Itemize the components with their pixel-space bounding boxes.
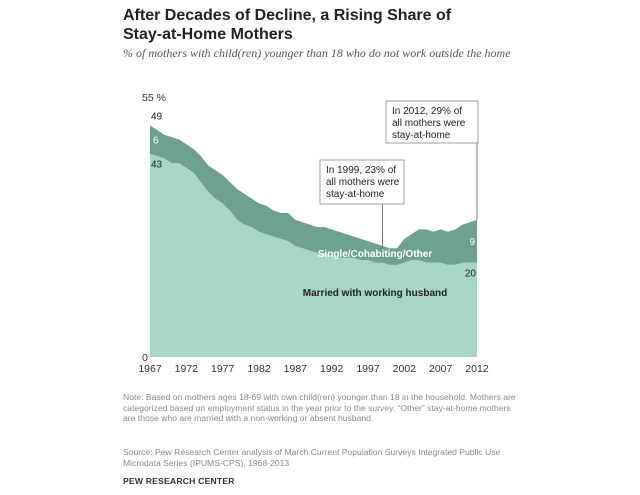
x-tick-label: 1972 <box>175 363 199 375</box>
chart-labels: 49 6 43 9 20 Single/Cohabiting/Other Married w… <box>151 111 476 299</box>
y-tick-label: 0 <box>142 352 148 364</box>
chart-source: Source: Pew Research Center analysis of … <box>123 447 501 468</box>
area-married-with-working-husband <box>150 153 477 357</box>
area-single-cohabiting-other <box>150 125 477 265</box>
annotation-text-line: all mothers were <box>326 177 400 188</box>
annotation-text-line: In 2012, 29% of <box>392 106 462 117</box>
annotation-box <box>385 100 479 144</box>
chart-title: After Decades of Decline, a Rising Share… <box>123 7 452 43</box>
chart-plot: 1967 1972 1977 1982 1987 1992 1997 2002 2007 2012… <box>138 92 489 375</box>
brand-footer: PEW RESEARCH CENTER <box>123 476 235 486</box>
chart-note: Note: Based on mothers ages 18-69 with o… <box>123 392 516 424</box>
annotation-text-line: all mothers were <box>392 118 466 129</box>
x-axis-ticks: 1967 1972 1977 1982 1987 1992 1997 2002 2007 2012 <box>138 363 489 375</box>
area-layers <box>150 125 477 357</box>
series-label: Single/Cohabiting/Other <box>318 249 433 260</box>
x-tick-label: 2007 <box>429 363 453 375</box>
annotation-text-line: In 1999, 23% of <box>326 165 396 176</box>
y-tick-label: 55 % <box>142 92 166 104</box>
x-tick-label: 1982 <box>247 363 271 375</box>
x-tick-label: 1992 <box>320 363 344 375</box>
value-label-married-2012: 20 <box>465 268 477 279</box>
value-label-total-1967: 49 <box>151 111 163 122</box>
x-tick-label: 2012 <box>465 363 489 375</box>
annotation-text-line: stay-at-home <box>326 189 385 200</box>
annotation-box <box>319 159 405 205</box>
value-label-married-1967: 43 <box>151 160 163 171</box>
value-label-other-1967: 6 <box>153 136 159 147</box>
x-tick-label: 1987 <box>284 363 308 375</box>
x-tick-label: 2002 <box>393 363 417 375</box>
value-label-other-2012: 9 <box>469 237 475 248</box>
annotation-text-line: stay-at-home <box>392 130 451 141</box>
x-tick-label: 1977 <box>211 363 235 375</box>
y-axis-ticks: 55 % 0 <box>142 92 166 364</box>
x-tick-label: 1997 <box>356 363 380 375</box>
x-tick-label: 1967 <box>138 363 162 375</box>
chart-subtitle: % of mothers with child(ren) younger tha… <box>123 46 511 60</box>
series-label: Married with working husband <box>303 288 447 299</box>
